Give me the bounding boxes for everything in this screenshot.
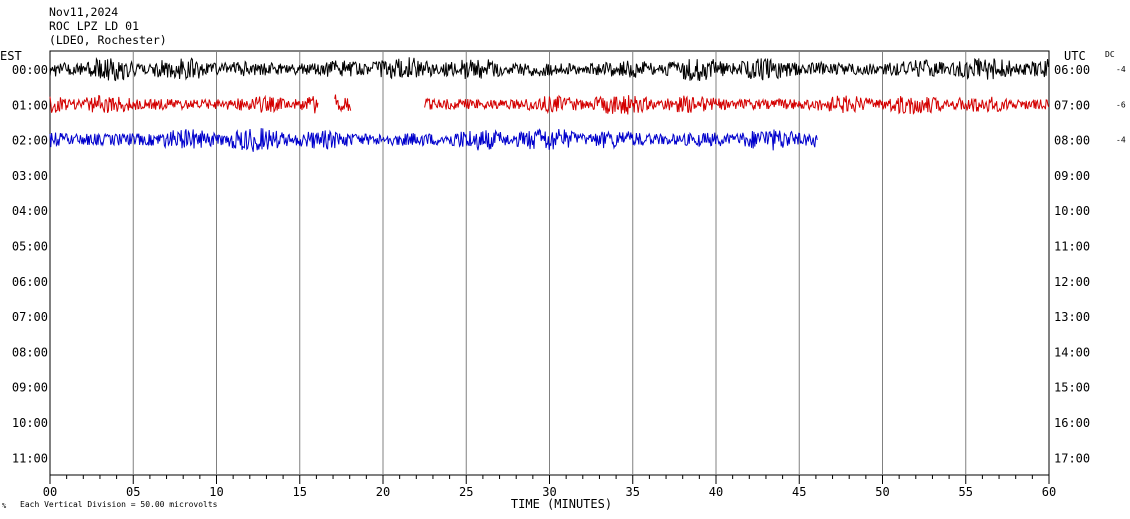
footer-mark: % <box>2 502 7 510</box>
dc-offset-label: -4 <box>1116 136 1126 145</box>
network-label: (LDEO, Rochester) <box>49 33 167 47</box>
x-tick-label: 00 <box>43 485 57 499</box>
x-tick-label: 05 <box>126 485 140 499</box>
est-time-label: 03:00 <box>12 169 48 183</box>
est-time-label: 10:00 <box>12 416 48 430</box>
est-time-label: 08:00 <box>12 345 48 359</box>
x-tick-label: 15 <box>293 485 307 499</box>
utc-axis-title: UTC <box>1064 49 1086 63</box>
dc-label: DC <box>1105 50 1115 59</box>
utc-time-label: 13:00 <box>1054 310 1090 324</box>
x-tick-label: 45 <box>792 485 806 499</box>
x-tick-label: 35 <box>626 485 640 499</box>
x-tick-label: 30 <box>542 485 556 499</box>
trace-segment <box>49 56 1049 82</box>
station-label: ROC LPZ LD 01 <box>49 19 140 33</box>
utc-time-label: 10:00 <box>1054 204 1090 218</box>
x-tick-label: 60 <box>1042 485 1056 499</box>
utc-time-label: 17:00 <box>1054 451 1090 465</box>
est-time-label: 01:00 <box>12 98 48 112</box>
x-tick-label: 50 <box>875 485 889 499</box>
trace-segment <box>49 128 818 152</box>
x-tick-label: 20 <box>376 485 390 499</box>
est-time-label: 11:00 <box>12 451 48 465</box>
est-time-label: 00:00 <box>12 63 48 77</box>
x-tick-label: 55 <box>959 485 973 499</box>
est-time-label: 09:00 <box>12 381 48 395</box>
est-time-label: 07:00 <box>12 310 48 324</box>
x-axis-title: TIME (MINUTES) <box>511 497 612 511</box>
x-tick-label: 10 <box>209 485 223 499</box>
est-time-label: 05:00 <box>12 240 48 254</box>
utc-time-label: 09:00 <box>1054 169 1090 183</box>
est-axis-title: EST <box>0 49 22 63</box>
utc-time-label: 16:00 <box>1054 416 1090 430</box>
scale-note: Each Vertical Division = 50.00 microvolt… <box>20 500 218 509</box>
utc-time-label: 15:00 <box>1054 381 1090 395</box>
dc-offset-label: -6 <box>1116 100 1126 109</box>
utc-time-label: 07:00 <box>1054 98 1090 112</box>
date-label: Nov11,2024 <box>49 5 119 19</box>
utc-time-label: 14:00 <box>1054 345 1090 359</box>
x-tick-label: 25 <box>459 485 473 499</box>
x-tick-label: 40 <box>709 485 723 499</box>
trace-segment <box>49 94 319 114</box>
dc-offset-label: -4 <box>1116 65 1126 74</box>
trace-segment <box>424 94 1050 115</box>
est-time-label: 06:00 <box>12 275 48 289</box>
est-time-label: 02:00 <box>12 134 48 148</box>
utc-time-label: 12:00 <box>1054 275 1090 289</box>
utc-time-label: 11:00 <box>1054 240 1090 254</box>
utc-time-label: 06:00 <box>1054 63 1090 77</box>
est-time-label: 04:00 <box>12 204 48 218</box>
utc-time-label: 08:00 <box>1054 134 1090 148</box>
trace-segment <box>334 94 352 113</box>
